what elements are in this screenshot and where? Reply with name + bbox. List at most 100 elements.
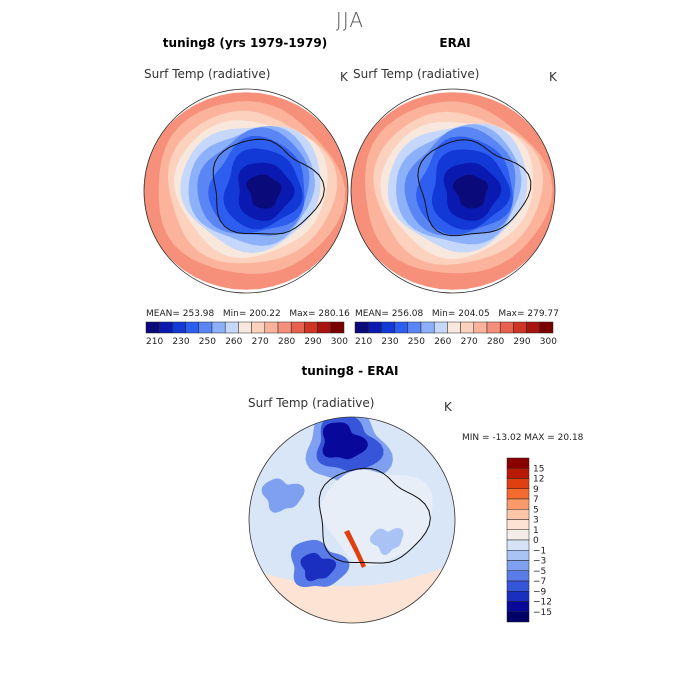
panel-1-map (144, 92, 348, 290)
panel-1-colorbar-swatch (238, 321, 252, 334)
panel-1-colorbar-swatch (330, 321, 345, 334)
panel-2-map-border (350, 88, 556, 294)
panel-3-colorbar-tick-label: −5 (533, 567, 546, 577)
panel-3-colorbar-tick-label: 12 (533, 475, 544, 485)
panel-3-colorbar-swatch (506, 550, 530, 561)
panel-1-units: K (340, 70, 348, 84)
panel-3-contour-band (300, 552, 337, 582)
panel-1-colorbar-swatch (277, 321, 292, 334)
panel-1-colorbar-swatch (290, 321, 305, 334)
panel-2-colorbar-swatch (447, 321, 461, 334)
panel-1-colorbar-swatch (198, 321, 213, 334)
panel-1-title: tuning8 (yrs 1979-1979) (162, 36, 328, 50)
panel-3-colorbar-swatch (506, 570, 530, 582)
panel-3-colorbar-swatch (506, 591, 530, 602)
panel-1-colorbar-swatch (172, 321, 186, 334)
panel-2-map (351, 92, 555, 290)
panel-2-colorbar-swatch (407, 321, 422, 334)
panel-2-colorbar-tick-label: 270 (461, 337, 478, 347)
panel-3-colorbar-swatch (506, 611, 530, 623)
panel-3-colorbar-swatch (506, 560, 530, 571)
panel-2-colorbar-swatch (367, 321, 382, 334)
panel-3-variable-label: Surf Temp (radiative) (248, 396, 375, 410)
panel-1-colorbar-tick-label: 280 (278, 337, 295, 347)
panel-3-map-border (248, 416, 456, 624)
panel-2-title: ERAI (439, 36, 471, 50)
panel-1-colorbar-swatch (185, 321, 200, 334)
panel-3-colorbar-tick-label: −1 (533, 546, 546, 556)
panel-1-colorbar-swatch (211, 321, 226, 334)
panel-2-colorbar-tick-label: 260 (434, 337, 451, 347)
panel-1-colorbar-swatch (304, 321, 318, 334)
panel-1-colorbar-tick-label: 230 (172, 337, 189, 347)
panel-3-map (249, 417, 455, 623)
panel-2-units: K (549, 70, 557, 84)
panel-2-colorbar: 210 230 250 260 270 280 290 300 (354, 321, 557, 347)
panel-3-colorbar-swatch (506, 580, 530, 592)
panel-1-colorbar-swatch (317, 321, 332, 334)
panel-2-colorbar-tick-label: 210 (355, 337, 372, 347)
panel-3-colorbar-swatch (506, 457, 530, 469)
panel-2-colorbar-tick-label: 300 (540, 337, 557, 347)
panel-1-colorbar-swatch (158, 321, 173, 334)
panel-2-colorbar-swatch (499, 321, 514, 334)
panel-3-title: tuning8 - ERAI (301, 364, 399, 378)
panel-3-colorbar-swatch (506, 468, 530, 479)
panel-3-colorbar-tick-label: −15 (533, 608, 552, 618)
panel-3-colorbar-tick-label: −3 (533, 557, 546, 567)
panel-2-colorbar-swatch (394, 321, 409, 334)
panel-1-colorbar-tick-label: 210 (146, 337, 163, 347)
panel-2-colorbar-swatch (354, 321, 369, 334)
panel-2-coastline (417, 139, 532, 237)
panel-1-colorbar-swatch (264, 321, 279, 334)
panel-3-colorbar-tick-label: 0 (533, 536, 539, 546)
panel-2-colorbar-swatch (460, 321, 475, 334)
panel-2-colorbar-tick-label: 290 (513, 337, 530, 347)
panel-2-colorbar-tick-label: 230 (381, 337, 398, 347)
panel-2-colorbar-swatch (486, 321, 501, 334)
panel-2-colorbar-swatch (526, 321, 541, 334)
panel-3-contour-band (370, 528, 404, 556)
panel-3-colorbar-tick-label: 5 (533, 505, 539, 515)
panel-2-contour-band (452, 174, 489, 209)
panel-3-contour-band (261, 478, 305, 513)
panel-3-contour-band (322, 422, 368, 460)
panel-1-variable-label: Surf Temp (radiative) (144, 67, 271, 81)
panel-3-units: K (444, 400, 452, 414)
panel-1-colorbar-swatch (224, 321, 239, 334)
panel-2-colorbar-tick-label: 280 (487, 337, 504, 347)
panel-2-stats: MEAN= 256.08 Min= 204.05 Max= 279.77 (355, 309, 559, 319)
panel-3-colorbar-tick-label: 1 (533, 526, 539, 536)
panel-1-colorbar: 210 230 250 260 270 280 290 300 (145, 321, 348, 347)
panel-2-colorbar-tick-label: 250 (408, 337, 425, 347)
panel-2-colorbar-swatch (381, 321, 395, 334)
figure-title: JJA (335, 8, 365, 32)
panel-2-colorbar-swatch (539, 321, 554, 334)
panel-1-map-border (143, 88, 349, 294)
panel-1-stats: MEAN= 253.98 Min= 200.22 Max= 280.16 (146, 309, 350, 319)
panel-3-colorbar-swatch (506, 478, 530, 489)
panel-1-colorbar-tick-label: 260 (225, 337, 242, 347)
panel-3-minmax: MIN = -13.02 MAX = 20.18 (462, 433, 584, 443)
panel-3-contour-band (320, 469, 433, 567)
panel-3-colorbar-tick-label: −9 (533, 587, 547, 597)
panel-3-colorbar-swatch (506, 509, 530, 520)
panel-2-variable-label: Surf Temp (radiative) (353, 67, 480, 81)
panel-3-colorbar-tick-label: 9 (533, 485, 539, 495)
panel-3-colorbar-swatch (506, 488, 530, 500)
panel-1-colorbar-tick-label: 270 (252, 337, 269, 347)
panel-1-colorbar-swatch (145, 321, 160, 334)
panel-1-contour-band (246, 174, 282, 209)
panel-3-colorbar-tick-label: −12 (533, 598, 552, 608)
panel-3-warm-anomaly (344, 530, 366, 568)
panel-3-colorbar-tick-label: 7 (533, 495, 539, 505)
panel-2-colorbar-swatch (420, 321, 435, 334)
panel-1-colorbar-tick-label: 300 (331, 337, 348, 347)
panel-3-colorbar-swatch (506, 498, 530, 510)
panel-3-colorbar-tick-label: −7 (533, 577, 546, 587)
panel-2-colorbar-swatch (513, 321, 527, 334)
panel-3-coastline (318, 467, 431, 564)
panel-1-colorbar-swatch (251, 321, 266, 334)
